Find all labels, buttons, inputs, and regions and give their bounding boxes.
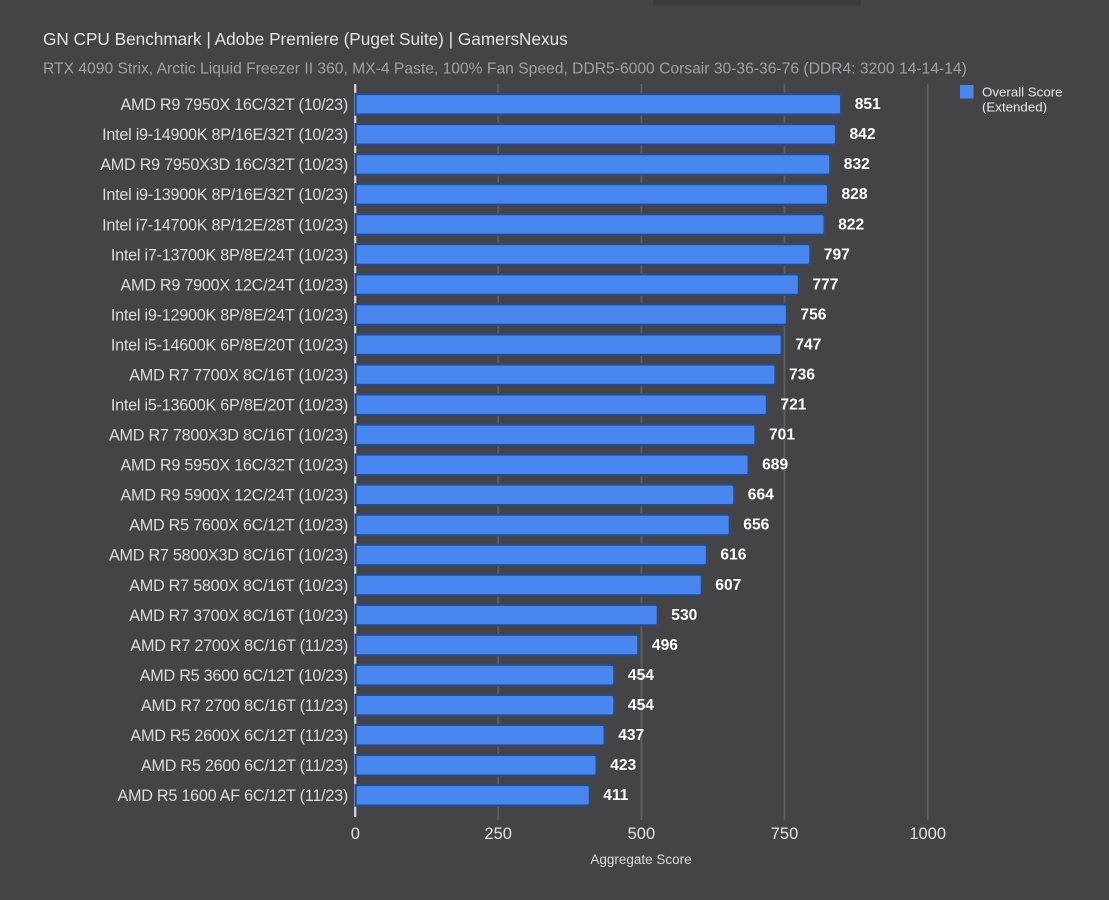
svg-text:689: 689 — [762, 457, 788, 474]
svg-text:Intel i7-13700K 8P/8E/24T (10/: Intel i7-13700K 8P/8E/24T (10/23) — [111, 246, 348, 264]
svg-text:(Extended): (Extended) — [982, 99, 1047, 114]
svg-text:454: 454 — [628, 667, 654, 684]
svg-text:500: 500 — [628, 825, 656, 843]
svg-text:842: 842 — [850, 126, 876, 143]
svg-text:437: 437 — [618, 727, 644, 744]
svg-text:750: 750 — [771, 825, 799, 843]
svg-text:AMD R9 7950X 16C/32T (10/23): AMD R9 7950X 16C/32T (10/23) — [120, 96, 348, 114]
svg-text:AMD R7 5800X3D 8C/16T (10/23): AMD R7 5800X3D 8C/16T (10/23) — [109, 547, 348, 565]
svg-text:656: 656 — [743, 517, 769, 534]
svg-text:Intel i9-12900K 8P/8E/24T (10/: Intel i9-12900K 8P/8E/24T (10/23) — [111, 306, 348, 324]
svg-text:AMD R7 7800X3D 8C/16T (10/23): AMD R7 7800X3D 8C/16T (10/23) — [109, 427, 348, 445]
svg-text:RTX 4090 Strix, Arctic Liquid: RTX 4090 Strix, Arctic Liquid Freezer II… — [43, 61, 967, 78]
svg-text:AMD R9 7950X3D 16C/32T (10/23): AMD R9 7950X3D 16C/32T (10/23) — [100, 156, 348, 174]
svg-text:AMD R5 1600 AF 6C/12T (11/23): AMD R5 1600 AF 6C/12T (11/23) — [117, 787, 348, 805]
svg-text:Intel i5-13600K 6P/8E/20T (10/: Intel i5-13600K 6P/8E/20T (10/23) — [111, 397, 348, 415]
svg-text:411: 411 — [603, 787, 628, 804]
svg-text:AMD R7 7700X 8C/16T (10/23): AMD R7 7700X 8C/16T (10/23) — [129, 366, 348, 384]
svg-text:797: 797 — [824, 246, 850, 263]
svg-text:Intel i7-14700K 8P/12E/28T (10: Intel i7-14700K 8P/12E/28T (10/23) — [102, 216, 348, 234]
svg-text:1000: 1000 — [909, 825, 946, 843]
svg-text:AMD R9 7900X 12C/24T (10/23): AMD R9 7900X 12C/24T (10/23) — [120, 276, 348, 294]
svg-text:250: 250 — [484, 825, 512, 843]
svg-text:AMD R7 3700X 8C/16T (10/23): AMD R7 3700X 8C/16T (10/23) — [129, 607, 348, 625]
svg-text:822: 822 — [838, 216, 864, 233]
svg-text:454: 454 — [628, 697, 654, 714]
svg-text:AMD R5 7600X 6C/12T (10/23): AMD R5 7600X 6C/12T (10/23) — [129, 517, 348, 535]
svg-text:Intel i5-14600K 6P/8E/20T (10/: Intel i5-14600K 6P/8E/20T (10/23) — [111, 336, 348, 354]
svg-text:747: 747 — [795, 336, 821, 353]
svg-text:AMD R7 5800X 8C/16T (10/23): AMD R7 5800X 8C/16T (10/23) — [129, 577, 348, 595]
svg-text:701: 701 — [769, 427, 795, 444]
svg-text:Intel i9-13900K 8P/16E/32T (10: Intel i9-13900K 8P/16E/32T (10/23) — [102, 186, 348, 204]
svg-text:AMD R7 2700X 8C/16T (11/23): AMD R7 2700X 8C/16T (11/23) — [130, 637, 348, 655]
svg-text:GN CPU Benchmark | Adobe Premi: GN CPU Benchmark | Adobe Premiere (Puget… — [43, 29, 568, 49]
svg-text:0: 0 — [351, 825, 360, 843]
svg-text:AMD R5 2600X 6C/12T (11/23): AMD R5 2600X 6C/12T (11/23) — [130, 727, 348, 745]
svg-text:607: 607 — [715, 577, 741, 594]
svg-text:828: 828 — [842, 186, 868, 203]
svg-text:756: 756 — [800, 306, 826, 323]
svg-text:AMD R5 2600 6C/12T (11/23): AMD R5 2600 6C/12T (11/23) — [141, 757, 348, 775]
svg-text:777: 777 — [812, 276, 838, 293]
svg-text:AMD R9 5950X 16C/32T (10/23): AMD R9 5950X 16C/32T (10/23) — [120, 457, 348, 475]
svg-text:530: 530 — [671, 607, 697, 624]
svg-text:Intel i9-14900K 8P/16E/32T (10: Intel i9-14900K 8P/16E/32T (10/23) — [102, 126, 348, 144]
svg-text:Aggregate Score: Aggregate Score — [590, 852, 691, 867]
svg-text:616: 616 — [720, 547, 746, 564]
svg-text:423: 423 — [610, 757, 636, 774]
svg-text:664: 664 — [748, 487, 774, 504]
svg-text:496: 496 — [652, 637, 678, 654]
svg-text:736: 736 — [789, 366, 815, 383]
svg-text:832: 832 — [844, 156, 870, 173]
svg-text:721: 721 — [780, 397, 806, 414]
svg-text:851: 851 — [855, 96, 881, 113]
svg-text:AMD R7 2700 8C/16T (11/23): AMD R7 2700 8C/16T (11/23) — [141, 697, 348, 715]
svg-text:AMD R5 3600 6C/12T (10/23): AMD R5 3600 6C/12T (10/23) — [140, 667, 348, 685]
svg-text:Overall Score: Overall Score — [982, 84, 1063, 99]
svg-text:AMD R9 5900X 12C/24T (10/23): AMD R9 5900X 12C/24T (10/23) — [120, 487, 348, 505]
